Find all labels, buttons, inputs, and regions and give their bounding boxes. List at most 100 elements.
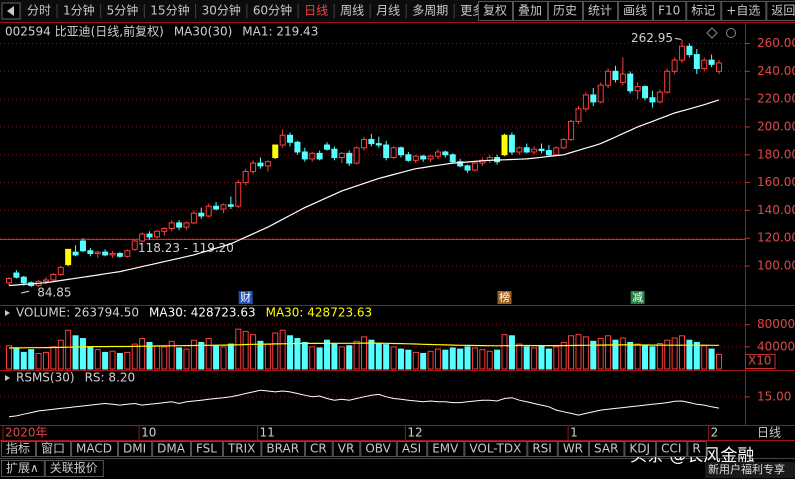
indicator-tab-box[interactable]	[332, 441, 361, 457]
event-marker[interactable]	[630, 291, 645, 304]
indicator-tab[interactable]: BRAR	[266, 442, 299, 456]
indicator-tab-box[interactable]	[261, 441, 306, 457]
toolbar-button-box[interactable]	[513, 1, 549, 21]
toolbar-button[interactable]: 复权	[483, 4, 507, 18]
pane-legend: VOLUME: 263794.50	[16, 306, 139, 320]
volume-bar	[612, 339, 619, 370]
indicator-tab[interactable]: CR	[310, 442, 327, 456]
indicator-tab[interactable]: 窗口	[41, 442, 65, 456]
indicator-tab[interactable]: VOL-TDX	[469, 442, 521, 456]
toolbar-button-box[interactable]	[721, 1, 767, 21]
volume-bar	[42, 351, 49, 370]
indicator-tab-box[interactable]	[527, 441, 558, 457]
indicator-tab[interactable]: ASI	[402, 442, 421, 456]
toolbar-button-box[interactable]	[766, 1, 795, 21]
indicator-tab[interactable]: OBV	[365, 442, 391, 456]
indicator-tab-box[interactable]	[687, 441, 707, 457]
indicator-tab[interactable]: KDJ	[629, 442, 650, 456]
indicator-tab[interactable]: SAR	[594, 442, 618, 456]
indicator-tab[interactable]: MACD	[76, 442, 112, 456]
toolbar-tab[interactable]: 5分钟	[107, 3, 139, 18]
indicator-tab-box[interactable]	[1, 441, 37, 457]
candle-body	[686, 45, 693, 56]
indicator-tab-box[interactable]	[360, 441, 397, 457]
toolbar-tab[interactable]: 多周期	[412, 4, 448, 18]
toolbar-tab[interactable]: 月线	[376, 4, 400, 18]
indicator-tab-box[interactable]	[624, 441, 657, 457]
candle-body	[250, 162, 257, 172]
toolbar-tab[interactable]: 1分钟	[63, 3, 95, 18]
event-marker[interactable]	[497, 291, 512, 304]
volume-bar	[390, 346, 397, 370]
diamond-icon[interactable]	[706, 27, 718, 39]
indicator-tab-box[interactable]	[118, 441, 153, 457]
indicator-tab[interactable]: TRIX	[227, 442, 255, 456]
y-tick-label: 180.00	[757, 147, 795, 161]
promo[interactable]: 新用户福利专享	[708, 462, 785, 476]
indicator-tab[interactable]: CCI	[661, 442, 681, 456]
toolbar-tab[interactable]: 30分钟	[202, 3, 241, 18]
indicator-tab-box[interactable]	[190, 441, 223, 457]
toolbar-button-box[interactable]	[478, 1, 514, 21]
indicator-tab[interactable]: RSI	[532, 442, 552, 456]
indicator-tab-box[interactable]	[427, 441, 465, 457]
toolbar-button[interactable]: 标记	[691, 4, 715, 18]
volume-bar	[627, 341, 634, 370]
volume-bar	[634, 343, 641, 370]
event-marker[interactable]	[238, 291, 253, 304]
indicator-tab-box[interactable]	[656, 441, 688, 457]
footer-tab-box[interactable]	[1, 460, 45, 477]
toolbar-tab[interactable]: 周线	[340, 4, 364, 18]
indicator-tab-box[interactable]	[152, 441, 191, 457]
toolbar-button[interactable]: 叠加	[518, 4, 542, 18]
indicator-tab[interactable]: DMI	[123, 442, 146, 456]
volume-bar	[486, 350, 493, 370]
toolbar-button-box[interactable]	[583, 1, 619, 21]
volume-bar	[716, 353, 722, 370]
indicator-tab[interactable]: VR	[338, 442, 355, 456]
footer-tab[interactable]: 扩展∧	[6, 461, 39, 475]
indicator-tab[interactable]: 指标	[6, 441, 30, 456]
candle-body	[205, 205, 212, 217]
indicator-tab-box[interactable]	[589, 441, 625, 457]
toolbar-button[interactable]: 历史	[553, 4, 577, 18]
toolbar-button-box[interactable]	[686, 1, 722, 21]
indicator-tab-box[interactable]	[71, 441, 119, 457]
indicator-tab-box[interactable]	[36, 441, 72, 457]
toolbar-tab[interactable]: 60分钟	[253, 3, 292, 18]
indicator-tab[interactable]: EMV	[432, 442, 459, 456]
indicator-tab[interactable]: FSL	[196, 442, 217, 456]
toolbar-button-box[interactable]	[618, 1, 654, 21]
toolbar-button[interactable]: 返回	[771, 4, 795, 18]
volume-bar	[523, 346, 530, 370]
candle-body	[390, 147, 397, 159]
volume-bar	[183, 348, 190, 370]
indicator-tab-box[interactable]	[305, 441, 333, 457]
toolbar-tab[interactable]: 日线	[304, 4, 328, 18]
event-label[interactable]: 减	[632, 291, 643, 304]
volume-bar	[20, 351, 27, 370]
indicator-tab-box[interactable]	[557, 441, 590, 457]
toolbar-button[interactable]: F10	[658, 4, 680, 18]
indicator-tab-box[interactable]	[222, 441, 262, 457]
y-tick-label: 200.00	[757, 119, 795, 133]
toolbar-tab[interactable]: 分时	[27, 4, 51, 18]
toolbar-button[interactable]: +自选	[726, 4, 760, 18]
toolbar-button-box[interactable]	[653, 1, 687, 21]
indicator-tab[interactable]: R	[692, 442, 700, 456]
indicator-tab[interactable]: DMA	[157, 442, 186, 456]
indicator-tab-box[interactable]	[464, 441, 528, 457]
toolbar-tab[interactable]: 15分钟	[150, 3, 189, 18]
indicator-tab-box[interactable]	[396, 441, 428, 457]
footer-tab-box[interactable]	[44, 460, 104, 477]
indicator-tab[interactable]: WR	[563, 442, 583, 456]
toolbar-button[interactable]: 统计	[588, 4, 612, 18]
footer-tab[interactable]: 关联报价	[50, 460, 98, 475]
volume-bar	[427, 350, 434, 370]
event-label[interactable]: 财	[240, 290, 251, 304]
toolbar-button-box[interactable]	[548, 1, 584, 21]
volume-bar	[538, 345, 545, 370]
toolbar-button[interactable]: 画线	[623, 4, 647, 18]
event-label[interactable]: 榜	[499, 290, 510, 304]
circle-icon[interactable]	[726, 28, 736, 38]
